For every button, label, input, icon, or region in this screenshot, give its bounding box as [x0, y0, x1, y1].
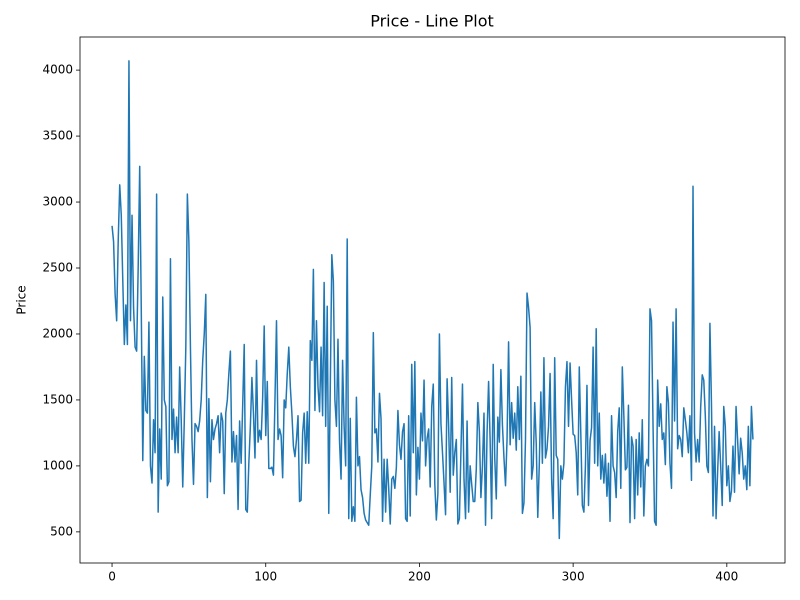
x-tick-label: 400	[715, 570, 738, 584]
y-tick-label: 3000	[42, 195, 73, 209]
y-tick-label: 2000	[42, 326, 73, 340]
y-tick-label: 4000	[42, 63, 73, 77]
x-tick-label: 300	[562, 570, 585, 584]
x-tick-label: 100	[254, 570, 277, 584]
y-axis-label: Price	[15, 285, 29, 314]
price-line	[111, 60, 754, 540]
y-tick-label: 500	[50, 524, 73, 538]
y-tick-label: 3500	[42, 129, 73, 143]
chart-title: Price - Line Plot	[370, 12, 494, 31]
axes-frame	[79, 36, 786, 564]
x-tick-label: 0	[108, 570, 116, 584]
y-tick-label: 1000	[42, 458, 73, 472]
y-tick-label: 1500	[42, 392, 73, 406]
x-tick-label: 200	[408, 570, 431, 584]
y-tick-label: 2500	[42, 261, 73, 275]
